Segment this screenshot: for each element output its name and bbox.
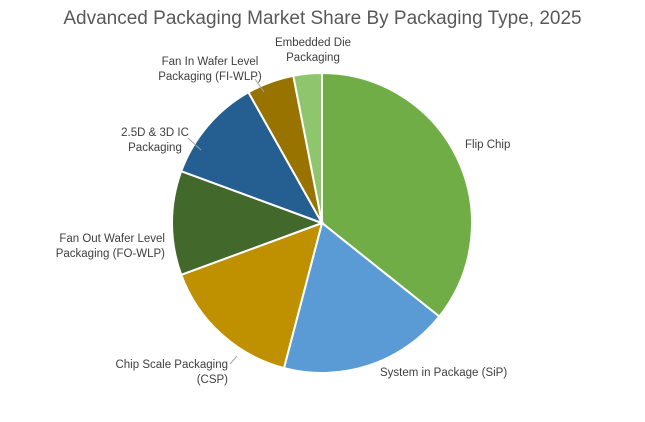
slice-label-line: Fan In Wafer Level <box>162 56 259 68</box>
slice-label-line: 2.5D & 3D IC <box>121 127 189 139</box>
slice-label-line: System in Package (SiP) <box>380 367 507 379</box>
slice-label-fan-out-wafer-level-packaging-fo-wlp: Fan Out Wafer Level Packaging (FO-WLP) <box>56 233 165 260</box>
chart-title: Advanced Packaging Market Share By Packa… <box>63 8 582 29</box>
slice-label-fan-in-wafer-level-packaging-fi-wlp: Fan In Wafer Level Packaging (FI-WLP) <box>158 56 262 83</box>
slice-label-line: Chip Scale Packaging <box>115 359 228 371</box>
slice-label-flip-chip: Flip Chip <box>465 139 510 151</box>
slice-label-line: Packaging (FO-WLP) <box>56 248 165 260</box>
pie-slice-2-5d-3d-ic-packaging <box>179 90 325 225</box>
slice-label-embedded-die-packaging: Embedded Die Packaging <box>275 37 351 64</box>
slice-label-line: Packaging (FI-WLP) <box>158 71 262 83</box>
leader-line-chip-scale-packaging-csp <box>229 355 238 365</box>
pie-slice-fan-out-wafer-level-packaging-fo-wlp <box>171 169 325 277</box>
pie-slice-system-in-package-sip <box>282 221 441 374</box>
leader-line-fan-in-wafer-level-packaging-fi-wlp <box>254 78 265 93</box>
slice-label-line: (CSP) <box>197 374 228 386</box>
pie-slice-embedded-die-packaging <box>292 71 323 224</box>
slice-label-system-in-package-sip: System in Package (SiP) <box>380 367 507 379</box>
pie-slice-flip-chip <box>321 71 473 318</box>
slice-label-chip-scale-packaging-csp: Chip Scale Packaging (CSP) <box>115 359 228 386</box>
slice-label-2-5d-3d-ic-packaging: 2.5D & 3D IC Packaging <box>121 127 189 154</box>
leader-line-2-5d-3d-ic-packaging <box>187 137 202 151</box>
slice-label-line: Flip Chip <box>465 139 510 151</box>
slice-label-line: Fan Out Wafer Level <box>59 233 165 245</box>
slice-label-line: Packaging <box>128 142 182 154</box>
slice-label-line: Packaging <box>286 52 340 64</box>
pie-slices <box>171 71 473 374</box>
slice-labels: Flip Chip System in Package (SiP) Chip Sca… <box>56 37 511 386</box>
pie-slice-chip-scale-packaging-csp <box>179 221 324 370</box>
slice-label-line: Embedded Die <box>275 37 351 49</box>
leader-lines <box>187 78 265 365</box>
